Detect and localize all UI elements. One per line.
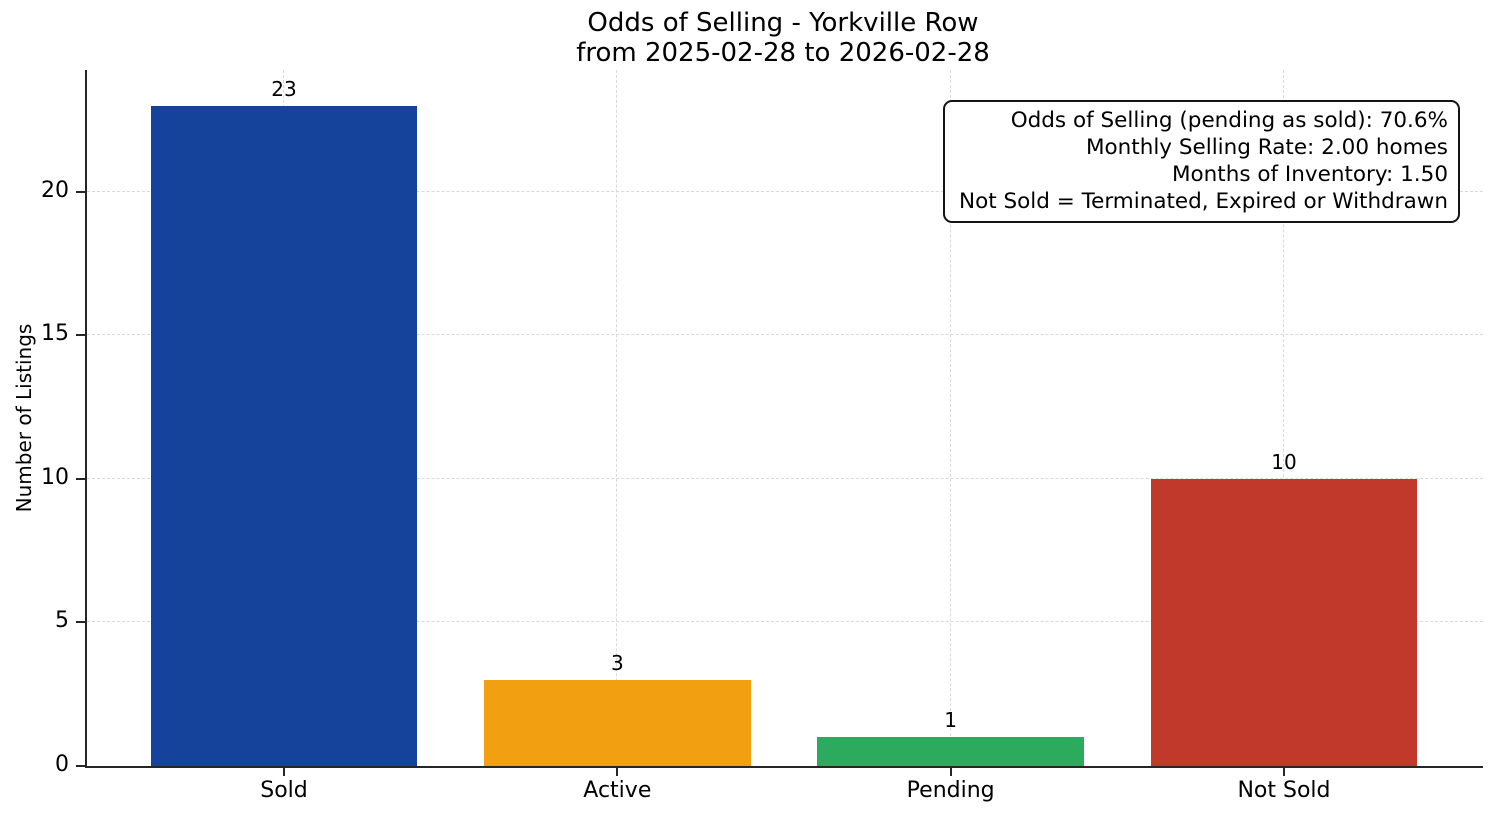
y-tickmark-0 bbox=[76, 765, 85, 767]
y-tick-label-0: 0 bbox=[55, 752, 69, 777]
gridline-h-10 bbox=[87, 477, 1483, 479]
y-tickmark-5 bbox=[76, 621, 85, 624]
gridline-v-not-sold bbox=[1283, 70, 1284, 766]
bar-value-label-active: 3 bbox=[610, 650, 624, 675]
stats-annotation-box: Odds of Selling (pending as sold): 70.6%… bbox=[943, 100, 1460, 223]
annotation-line-odds: Odds of Selling (pending as sold): 70.6% bbox=[1010, 108, 1448, 133]
gridline-v-pending bbox=[949, 70, 951, 766]
y-tickmark-10 bbox=[76, 477, 85, 480]
bar-value-label-sold: 23 bbox=[271, 76, 297, 101]
gridline-v-active bbox=[616, 70, 618, 766]
y-tickmark-20 bbox=[76, 190, 85, 193]
annotation-line-inventory: Months of Inventory: 1.50 bbox=[1171, 162, 1448, 187]
bar-active bbox=[484, 679, 751, 766]
bar-pending bbox=[817, 737, 1084, 766]
chart-title-block: Odds of Selling - Yorkville Row from 202… bbox=[85, 8, 1481, 68]
x-tickmark-pending bbox=[949, 768, 952, 776]
x-tick-label-sold: Sold bbox=[260, 778, 308, 803]
bar-value-label-not-sold: 10 bbox=[1271, 450, 1297, 474]
gridline-h-15 bbox=[87, 334, 1483, 336]
y-tick-label-10: 10 bbox=[41, 464, 69, 490]
bar-sold bbox=[150, 105, 418, 766]
y-tickmark-15 bbox=[76, 334, 85, 337]
y-tick-label-20: 20 bbox=[41, 177, 69, 203]
x-tickmark-sold bbox=[283, 768, 285, 776]
x-tickmark-active bbox=[616, 768, 619, 776]
bar-not-sold bbox=[1150, 479, 1418, 766]
bar-value-label-pending: 1 bbox=[944, 708, 958, 733]
annotation-line-notsold-def: Not Sold = Terminated, Expired or Withdr… bbox=[959, 189, 1448, 214]
x-tick-label-active: Active bbox=[583, 778, 652, 803]
plot-area: 0 5 10 15 20 23 Sold 3 Active 1 Pending 10 Not Sold … bbox=[41, 70, 1483, 803]
y-tick-label-5: 5 bbox=[55, 608, 69, 634]
chart-title: Odds of Selling - Yorkville Row bbox=[587, 8, 979, 38]
gridline-h-20 bbox=[87, 190, 1483, 192]
y-tick-label-15: 15 bbox=[41, 321, 69, 347]
x-tick-label-pending: Pending bbox=[906, 778, 995, 803]
annotation-line-selling-rate: Monthly Selling Rate: 2.00 homes bbox=[1085, 135, 1448, 160]
gridline-h-5 bbox=[87, 621, 1483, 623]
x-tick-label-not-sold: Not Sold bbox=[1237, 778, 1331, 803]
x-tickmark-not-sold bbox=[1283, 768, 1285, 776]
chart-subtitle: from 2025-02-28 to 2026-02-28 bbox=[576, 38, 990, 68]
